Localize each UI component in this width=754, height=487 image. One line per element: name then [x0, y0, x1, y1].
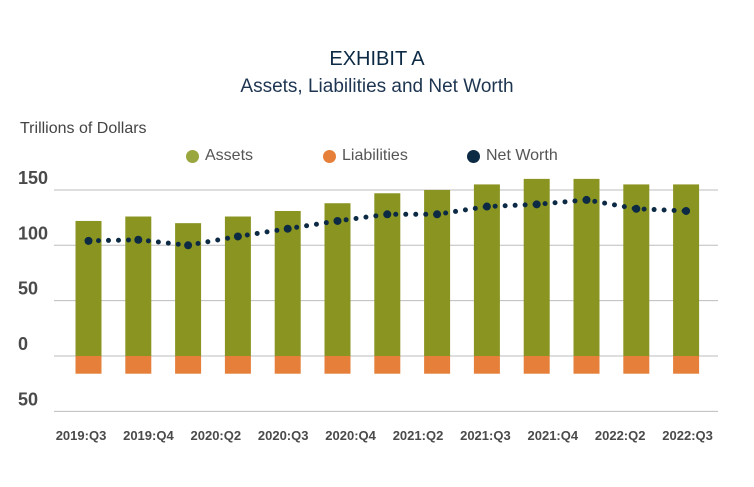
legend-item-net-worth: Net Worth — [467, 147, 558, 165]
liabilities-bar — [623, 356, 650, 374]
legend-item-liabilities: Liabilities — [323, 147, 408, 165]
x-tick-label: 2022:Q2 — [595, 428, 646, 443]
legend-item-assets: Assets — [186, 147, 253, 165]
liabilities-bar — [274, 356, 301, 374]
x-tick-label: 2022:Q3 — [662, 428, 713, 443]
net-worth-point — [283, 224, 292, 233]
liabilities-bar — [523, 356, 550, 374]
x-tick-label: 2019:Q4 — [123, 428, 174, 443]
y-axis-label: Trillions of Dollars — [20, 120, 147, 137]
liabilities-bar — [473, 356, 500, 374]
x-tick-label: 2019:Q3 — [56, 428, 107, 443]
assets-bar — [274, 210, 301, 356]
net-worth-point — [632, 204, 641, 213]
net-worth-point — [682, 206, 691, 215]
legend-label: Assets — [205, 147, 254, 164]
x-tick-label: 2020:Q2 — [191, 428, 242, 443]
liabilities-legend-swatch — [323, 149, 336, 163]
assets-bar — [573, 178, 600, 356]
x-tick-label: 2021:Q4 — [528, 428, 579, 443]
net-worth-point — [84, 236, 93, 245]
legend-label: Liabilities — [342, 147, 408, 164]
assets-bar — [523, 178, 550, 356]
x-tick-label: 2021:Q2 — [393, 428, 444, 443]
liabilities-bar — [75, 356, 102, 374]
liabilities-bar — [573, 356, 600, 374]
assets-bar — [374, 193, 401, 356]
net-worth-point — [582, 195, 591, 204]
net-worth-point — [433, 210, 442, 219]
net-worth-point — [482, 202, 491, 211]
liabilities-bar — [324, 356, 351, 374]
x-tick-label: 2020:Q4 — [325, 428, 376, 443]
chart-title: EXHIBIT A — [329, 48, 425, 70]
net-worth-point — [233, 232, 242, 241]
y-tick-label: 100 — [18, 223, 48, 243]
net-worth-point — [333, 216, 342, 225]
liabilities-bar — [125, 356, 152, 374]
net-worth-legend-swatch — [467, 149, 480, 163]
net-worth-point — [134, 235, 143, 244]
liabilities-bar — [374, 356, 401, 374]
assets-bar — [473, 184, 500, 356]
y-tick-label: 0 — [18, 334, 28, 354]
y-tick-label: 50 — [18, 279, 38, 299]
y-tick-label: 50 — [18, 389, 38, 409]
x-tick-label: 2020:Q3 — [258, 428, 309, 443]
assets-bar — [324, 203, 351, 356]
assets-legend-swatch — [186, 149, 199, 163]
y-tick-label: 150 — [18, 168, 48, 188]
x-tick-label: 2021:Q3 — [460, 428, 511, 443]
legend-label: Net Worth — [486, 147, 558, 164]
assets-bar — [623, 184, 650, 356]
liabilities-bar — [673, 356, 700, 374]
liabilities-bar — [224, 356, 251, 374]
net-worth-point — [184, 241, 193, 250]
chart-subtitle: Assets, Liabilities and Net Worth — [240, 76, 514, 97]
liabilities-bar — [175, 356, 202, 374]
net-worth-point — [532, 200, 541, 209]
net-worth-point — [383, 210, 392, 219]
liabilities-bar — [424, 356, 451, 374]
